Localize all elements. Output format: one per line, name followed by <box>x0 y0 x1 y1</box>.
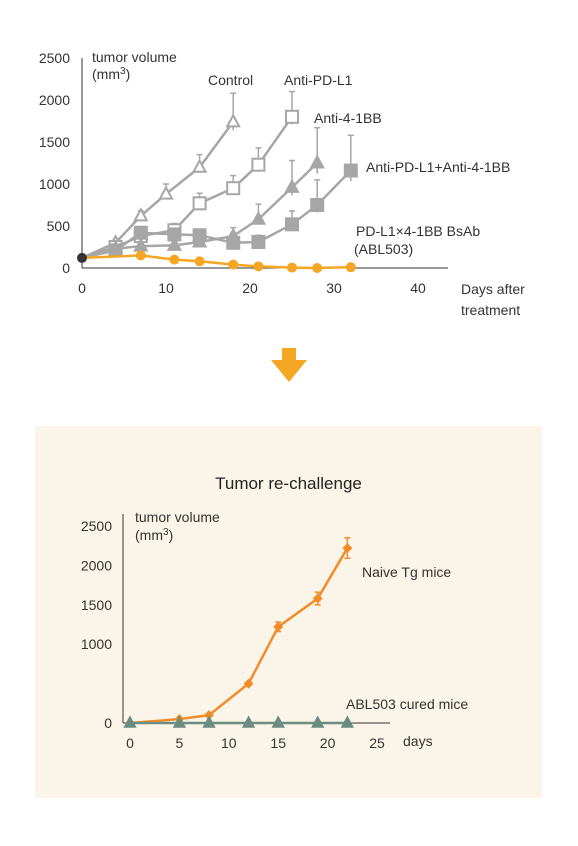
data-point <box>285 217 299 232</box>
y-tick-label: 0 <box>62 260 70 276</box>
chart-title: Tumor re-challenge <box>215 474 362 493</box>
data-point <box>228 259 239 270</box>
data-point <box>241 715 256 728</box>
data-point <box>172 715 187 728</box>
data-point <box>251 157 266 172</box>
data-point <box>284 178 300 193</box>
x-tick-label: 30 <box>326 280 342 296</box>
series-line <box>81 169 352 260</box>
data-point <box>253 261 264 272</box>
data-point <box>169 254 180 265</box>
x-axis-label: Days after <box>461 281 525 297</box>
series-label: Anti-PD-L1 <box>284 72 353 88</box>
data-point <box>285 109 299 124</box>
down-arrow-icon <box>271 348 307 382</box>
x-tick-label: 40 <box>410 280 426 296</box>
data-point <box>312 593 323 604</box>
y-tick-label: 1000 <box>81 636 112 652</box>
x-tick-label: 0 <box>78 280 86 296</box>
series-label: PD-L1×4-1BB BsAb <box>356 223 480 239</box>
data-point <box>251 234 266 249</box>
data-point <box>191 158 208 173</box>
data-point <box>250 210 267 225</box>
data-point <box>226 181 241 196</box>
data-point <box>309 154 325 169</box>
data-point <box>133 225 148 240</box>
x-tick-label: 5 <box>176 735 184 751</box>
y-tick-label: 0 <box>104 715 112 731</box>
data-point <box>345 262 356 273</box>
series-label: Naive Tg mice <box>362 564 451 580</box>
x-tick-label: 10 <box>158 280 174 296</box>
series-label: ABL503 cured mice <box>346 696 468 712</box>
y-axis-label: tumor volume <box>135 509 220 525</box>
series-line <box>81 254 351 270</box>
data-point <box>287 262 297 273</box>
baseline-point <box>77 252 87 263</box>
y-tick-label: 2000 <box>81 557 112 573</box>
data-point <box>312 263 323 273</box>
y-tick-label: 500 <box>47 218 71 234</box>
y-tick-label: 2500 <box>39 50 70 66</box>
y-axis-label: tumor volume <box>92 49 177 65</box>
series-line <box>129 547 349 725</box>
data-point <box>166 236 183 251</box>
data-point <box>123 715 137 728</box>
series-2 <box>123 715 355 728</box>
data-point <box>202 715 216 728</box>
data-point <box>340 715 355 728</box>
data-point <box>135 250 146 261</box>
y-tick-label: 1000 <box>39 176 70 192</box>
x-tick-label: 25 <box>369 735 385 751</box>
tumor-growth-chart: 0 500 1000 1500 2000 2500 0 10 20 30 40 tumor volum… <box>39 49 525 318</box>
y-axis-unit: (mm3) <box>135 527 173 543</box>
data-point <box>273 621 284 632</box>
data-point <box>167 227 182 242</box>
series-1 <box>125 537 353 728</box>
series-label: (ABL503) <box>354 241 413 257</box>
rechallenge-panel: Tumor re-challenge 0 1000 1500 2000 2500 0 5 10 1… <box>35 426 542 798</box>
data-point <box>158 185 174 200</box>
data-point <box>310 198 325 212</box>
rechallenge-chart: Tumor re-challenge 0 1000 1500 2000 2500 0 5 10 1… <box>81 474 469 751</box>
data-point <box>192 196 207 211</box>
data-point <box>311 715 325 728</box>
series-label: Control <box>208 72 253 88</box>
data-point <box>226 235 241 250</box>
x-tick-label: 15 <box>270 735 286 751</box>
x-tick-label: 20 <box>320 735 336 751</box>
series-4 <box>81 134 358 260</box>
data-point <box>192 228 207 243</box>
x-tick-label: 10 <box>221 735 237 751</box>
y-tick-label: 1500 <box>81 597 112 613</box>
series-label: Anti-PD-L1+Anti-4-1BB <box>366 159 510 175</box>
x-axis-label: days <box>403 733 433 749</box>
data-point <box>204 710 215 721</box>
data-point <box>194 256 205 267</box>
y-tick-label: 2500 <box>81 518 112 534</box>
x-tick-label: 0 <box>126 735 134 751</box>
x-axis-label: treatment <box>461 302 520 318</box>
y-axis-unit: (mm3) <box>92 66 130 82</box>
data-point <box>133 207 149 222</box>
x-tick-label: 20 <box>242 280 258 296</box>
data-point <box>243 678 254 689</box>
y-tick-label: 2000 <box>39 92 70 108</box>
y-tick-label: 1500 <box>39 134 70 150</box>
data-point <box>225 113 241 128</box>
down-arrow-shape <box>271 348 307 382</box>
data-point <box>271 715 285 728</box>
series-label: Anti-4-1BB <box>314 110 382 126</box>
data-point <box>342 543 353 554</box>
series-5 <box>81 250 356 273</box>
data-point <box>343 163 358 178</box>
data-point <box>108 243 123 258</box>
